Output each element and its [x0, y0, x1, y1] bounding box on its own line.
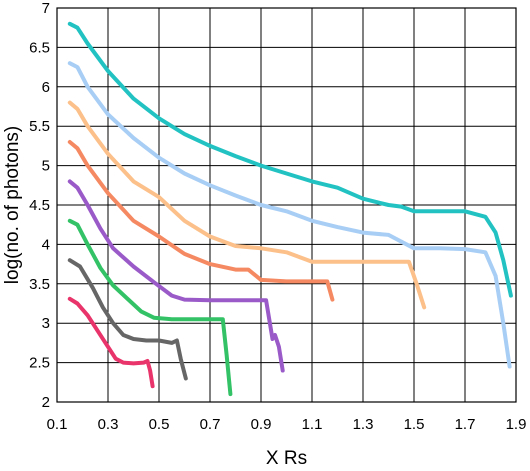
x-tick-labels: 0.1 0.3 0.5 0.7 0.9 1.1 1.3 1.5 1.7 1.9	[47, 416, 527, 433]
y-tick-label: 7	[42, 0, 50, 17]
x-tick-label: 1.5	[404, 416, 425, 433]
x-axis-label: X Rs	[266, 448, 307, 469]
x-tick-label: 1.7	[455, 416, 476, 433]
x-tick-label: 0.1	[47, 416, 68, 433]
y-tick-label: 5.5	[29, 118, 50, 135]
x-tick-label: 0.5	[149, 416, 170, 433]
y-tick-label: 3	[42, 315, 50, 332]
x-tick-label: 1.1	[302, 416, 323, 433]
y-tick-label: 6	[42, 79, 50, 96]
series-line-4	[67, 179, 285, 373]
y-tick-label: 5	[42, 158, 50, 175]
series-line-7	[67, 61, 512, 369]
y-tick-label: 6.5	[29, 39, 50, 56]
grid	[56, 7, 517, 403]
series-line-5	[67, 140, 335, 302]
series-line-6	[67, 100, 427, 310]
y-tick-label: 3.5	[29, 276, 50, 293]
x-tick-label: 0.3	[98, 416, 119, 433]
series-lines	[67, 21, 513, 397]
x-tick-label: 0.9	[251, 416, 272, 433]
series-line-2	[67, 258, 188, 381]
y-axis-label: log(no. of photons)	[2, 126, 23, 284]
series-line-3	[67, 218, 233, 397]
series-line-1	[67, 296, 155, 389]
y-tick-label: 2	[42, 394, 50, 411]
x-tick-label: 1.9	[506, 416, 527, 433]
y-tick-label: 4.5	[29, 197, 50, 214]
plot-frame	[56, 7, 517, 403]
series-line-8	[67, 21, 513, 298]
x-tick-label: 0.7	[200, 416, 221, 433]
y-tick-labels: 2 2.5 3 3.5 4 4.5 5 5.5 6 6.5 7	[29, 0, 50, 411]
y-tick-label: 4	[42, 236, 50, 253]
x-tick-label: 1.3	[353, 416, 374, 433]
y-tick-label: 2.5	[29, 355, 50, 372]
